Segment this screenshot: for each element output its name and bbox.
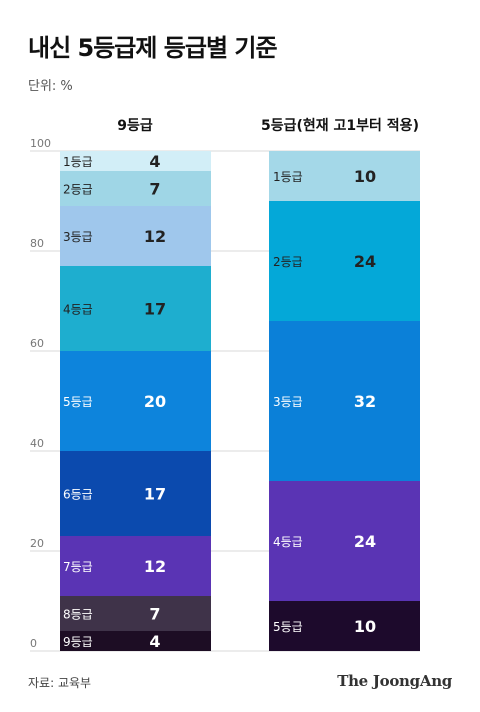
column-title: 5등급(현재 고1부터 적용) [261,117,419,134]
segment-category-label: 1등급 [63,155,93,169]
page-title: 내신 5등급제 등급별 기준 [28,34,278,62]
bar-segment [269,321,420,481]
segment-category-label: 2등급 [273,255,303,269]
segment-value-label: 12 [144,557,166,576]
bars: 1등급 4 2등급 7 3등급 12 4등급 17 5등급 20 6등급 17 7등급 12 8등급 7 9등급… [60,151,420,651]
y-tick-label: 0 [30,637,37,650]
y-tick-label: 80 [30,237,44,250]
brand-logo: The JoongAng [337,672,452,690]
segment-value-label: 24 [354,532,376,551]
segment-value-label: 7 [149,180,160,199]
y-tick-label: 100 [30,137,51,150]
segment-category-label: 9등급 [63,635,93,649]
segment-value-label: 4 [149,632,160,651]
bar-segment [269,151,420,201]
bar-segment [269,601,420,651]
segment-category-label: 4등급 [273,535,303,549]
segment-category-label: 3등급 [63,230,93,244]
column-title: 9등급 [117,118,153,134]
segment-value-label: 4 [149,152,160,171]
column-titles: 9등급 5등급(현재 고1부터 적용) [117,117,419,134]
segment-category-label: 5등급 [63,395,93,409]
source-note: 자료: 교육부 [28,676,92,690]
bar-segment [60,631,211,651]
segment-value-label: 17 [144,300,166,319]
segment-value-label: 10 [354,617,376,636]
bar-segment [60,206,211,266]
unit-label: 단위: % [28,79,73,94]
bar-segment [60,171,211,206]
bar-segment [60,151,211,171]
bar-segment [269,481,420,601]
segment-category-label: 5등급 [273,620,303,634]
y-tick-label: 40 [30,437,44,450]
segment-value-label: 24 [354,252,376,271]
y-tick-label: 60 [30,337,44,350]
segment-category-label: 7등급 [63,560,93,574]
segment-category-label: 2등급 [63,183,93,197]
segment-value-label: 32 [354,392,376,411]
bar-segment [60,451,211,536]
segment-category-label: 1등급 [273,170,303,184]
segment-value-label: 20 [144,392,166,411]
bar-segment [60,351,211,451]
segment-value-label: 17 [144,485,166,504]
segment-value-label: 12 [144,227,166,246]
y-tick-label: 20 [30,537,44,550]
bar-segment [60,536,211,596]
y-axis-ticks: 0 20 40 60 80 100 [30,137,51,650]
bar-segment [269,201,420,321]
segment-value-label: 10 [354,167,376,186]
segment-category-label: 4등급 [63,303,93,317]
segment-category-label: 6등급 [63,488,93,502]
segment-category-label: 3등급 [273,395,303,409]
segment-value-label: 7 [149,605,160,624]
bar-segment [60,266,211,351]
bar-segment [60,596,211,631]
segment-category-label: 8등급 [63,608,93,622]
